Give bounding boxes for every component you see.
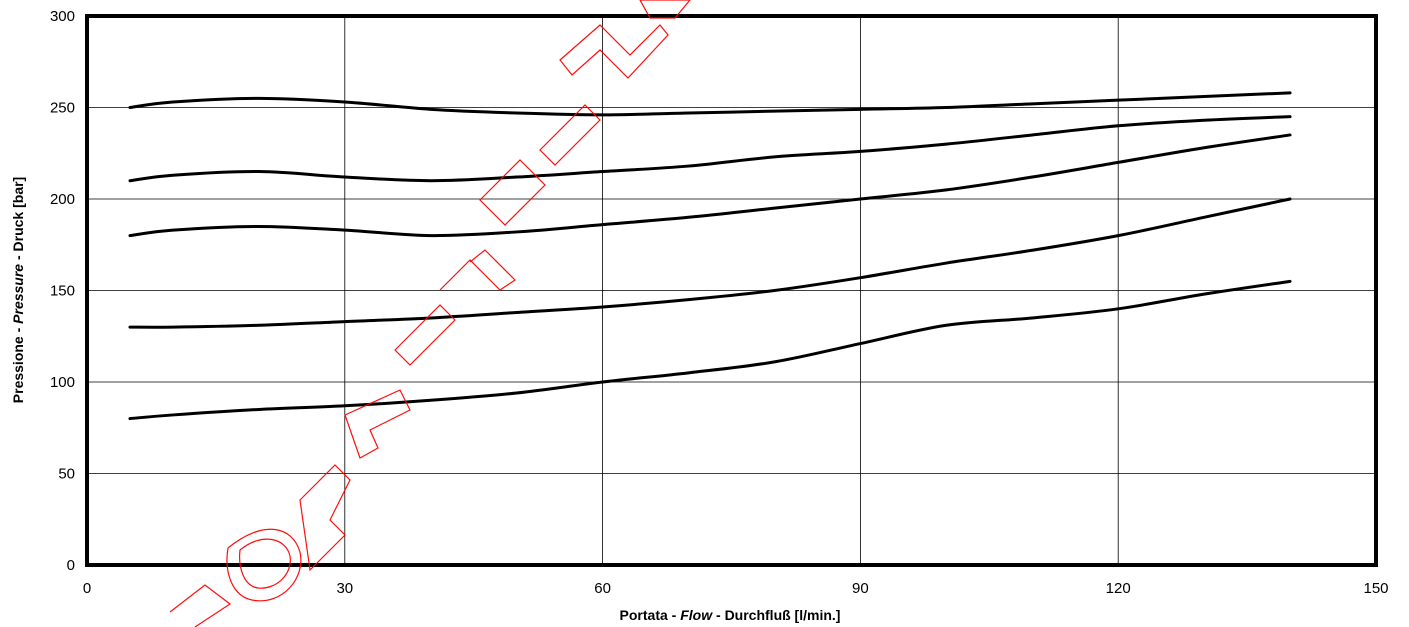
- x-tick-label: 60: [594, 580, 611, 597]
- y-tick-label: 250: [50, 100, 75, 117]
- y-axis-title-part-3: - Druck [bar]: [10, 177, 26, 264]
- x-axis-title-part-3: - Durchfluß [l/min.]: [712, 607, 840, 623]
- y-tick-label: 200: [50, 191, 75, 208]
- y-axis-title-part-1: Pressione -: [10, 324, 26, 403]
- x-tick-label: 90: [852, 580, 869, 597]
- confidential-watermark: [169, 0, 691, 627]
- x-axis-title-part-2: Flow: [680, 607, 713, 623]
- series-lines: [128, 91, 1292, 421]
- series-line-2: [128, 115, 1292, 183]
- x-tick-label: 120: [1106, 580, 1131, 597]
- y-tick-label: 50: [58, 466, 75, 483]
- y-axis-title-part-2: Pressure: [10, 264, 26, 324]
- x-tick-label: 150: [1363, 580, 1388, 597]
- y-tick-labels: 0 50 100 150 200 250 300: [50, 8, 75, 574]
- y-tick-label: 0: [67, 557, 75, 574]
- y-tick-label: 100: [50, 374, 75, 391]
- x-axis-title-part-1: Portata -: [620, 607, 681, 623]
- y-tick-label: 300: [50, 8, 75, 25]
- series-line-3: [128, 133, 1292, 238]
- plot-frame: [85, 14, 1378, 567]
- y-tick-label: 150: [50, 283, 75, 300]
- series-line-5: [128, 279, 1292, 421]
- x-tick-labels: 0 30 60 90 120 150: [83, 580, 1389, 597]
- x-axis-title: Portata - Flow - Durchfluß [l/min.]: [620, 607, 841, 623]
- x-tick-label: 0: [83, 580, 91, 597]
- y-axis-title: Pressione - Pressure - Druck [bar]: [10, 177, 26, 403]
- series-line-4: [128, 197, 1292, 329]
- series-line-1: [128, 91, 1292, 117]
- x-tick-label: 30: [336, 580, 353, 597]
